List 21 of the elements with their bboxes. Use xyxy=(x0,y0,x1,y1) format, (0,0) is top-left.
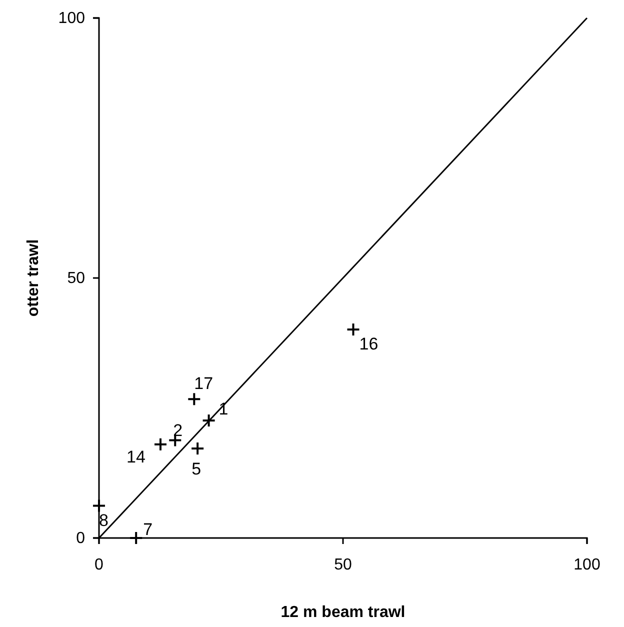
x-tick-label: 0 xyxy=(94,556,104,574)
y-tick-label: 50 xyxy=(67,270,86,288)
x-tick-label: 100 xyxy=(574,556,600,574)
annotation: 8 xyxy=(99,510,108,530)
point xyxy=(129,531,144,545)
annotation: 14 xyxy=(126,447,146,466)
point xyxy=(190,442,205,456)
annotation: 5 xyxy=(192,460,202,479)
annotation: 17 xyxy=(194,374,214,394)
point xyxy=(202,413,216,428)
x-axis-title: 12 m beam trawl xyxy=(280,604,406,621)
x-tick-label: 50 xyxy=(334,556,352,574)
y-axis-title: otter trawl xyxy=(25,239,42,317)
annotation: 7 xyxy=(143,520,153,539)
annotation: 16 xyxy=(359,334,378,354)
point xyxy=(153,437,168,452)
point xyxy=(346,322,360,336)
point xyxy=(187,392,202,406)
y-tick-label: 100 xyxy=(58,10,86,28)
y-tick-label: 0 xyxy=(76,530,86,548)
point xyxy=(92,498,106,513)
